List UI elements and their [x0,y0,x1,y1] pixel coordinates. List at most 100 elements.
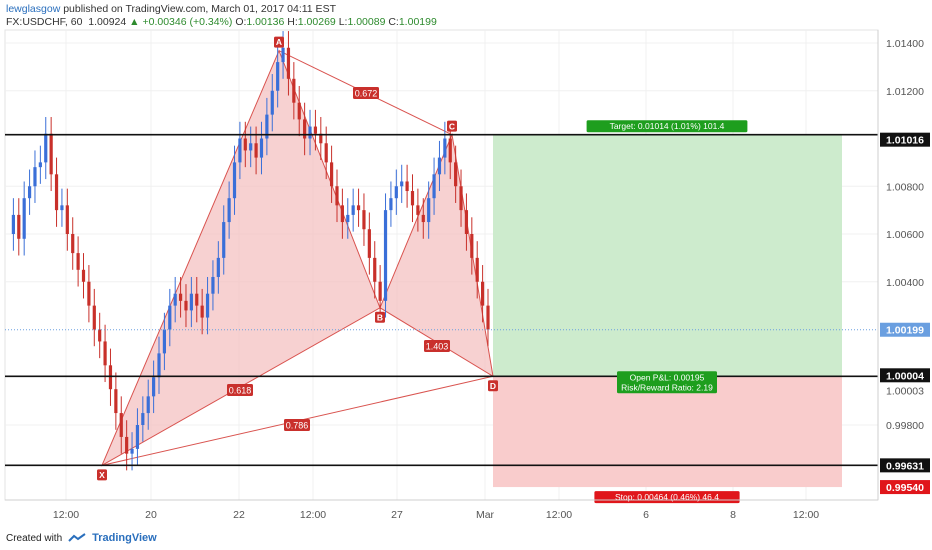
candle-body [195,293,199,306]
candle-body [152,377,156,397]
low-value: 1.00089 [347,16,386,28]
open-pnl-label: Open P&L: 0.00195 [630,372,705,382]
price-tag-box [880,458,930,473]
stop-label: Stop: 0.00464 (0.46%) 46.4 [615,492,719,502]
low-label: L: [338,16,348,28]
ratio-box [424,340,450,352]
candle-body [238,138,242,163]
candles [11,31,490,471]
candle-body [459,186,463,211]
candle-body [17,214,21,239]
tradingview-logo-icon [68,533,86,542]
candle-body [405,181,409,192]
candle-body [173,293,177,306]
close-value: 1.00199 [398,16,437,28]
ratio-label: 0.786 [286,421,309,431]
author-link[interactable]: lewglasgow [6,3,61,15]
candle-body [87,281,91,306]
candle-body [346,214,350,223]
price-tag-box [880,480,930,495]
ratio-box [227,384,253,396]
candle-body [60,205,64,211]
pattern-point-b: B [377,312,383,322]
position-zones [493,134,842,488]
candle-body [432,174,436,199]
candle-body [303,119,307,139]
candle-body [200,305,204,318]
ratio-label: 1.403 [426,342,449,352]
price-tag: 0.99631 [886,460,924,472]
price-tag: 0.99540 [886,482,924,494]
candle-body [108,365,113,390]
candle-body [130,448,134,454]
candle-body [38,162,42,168]
candle-body [33,167,37,187]
open-value: 1.00136 [246,16,285,28]
candle-body [421,214,425,223]
candle-body [410,191,415,206]
created-with-text: Created with [6,532,63,544]
pattern-point-box [447,120,457,132]
candle-body [222,222,226,258]
pattern-point-c: C [449,121,455,131]
price-tag: 1.01016 [886,135,924,147]
candle-body [76,253,80,270]
y-tick-label: 0.99800 [886,420,924,432]
risk-reward-label: Risk/Reward Ratio: 2.19 [621,382,713,392]
price-tag-box [880,132,930,147]
ratio-box [353,87,379,99]
candle-body [114,389,118,414]
candle-body [470,234,474,258]
candle-body [211,276,215,294]
candle-body [378,281,382,301]
candle-body [389,198,393,211]
x-tick-label: 20 [145,509,157,521]
candle-body [394,186,398,199]
candle-body [71,234,75,254]
candle-body [146,396,150,414]
footer: Created with TradingView [6,532,157,544]
candle-body [216,257,220,277]
horizontal-lines [5,133,878,467]
y-tick-label: 1.00003 [886,386,924,398]
x-tick-label: Mar [476,509,495,521]
candle-body [448,138,452,163]
candle-body [178,293,183,301]
candle-body [329,162,334,187]
last-price: 1.00924 [88,16,127,28]
candle-body [367,229,371,258]
candle-body [362,210,366,230]
candle-body [464,210,469,234]
close-label: C: [388,16,399,28]
ratio-box [284,419,310,431]
candle-body [119,413,123,437]
candle-body [324,143,328,163]
tradingview-brand[interactable]: TradingView [92,532,157,544]
x-tick-label: 8 [730,509,736,521]
candle-body [81,269,86,282]
candle-body [454,162,458,187]
candle-body [319,133,323,144]
candle-body [162,329,167,354]
candle-body [98,329,102,342]
symbol-info: FX:USDCHF, 60 1.00924 ▲ +0.00346 (+0.34%… [6,16,437,28]
target-label: Target: 0.01014 (1.01%) 101.4 [610,121,725,131]
candle-body [259,138,264,158]
candle-body [54,174,59,211]
xab-triangle [100,49,381,467]
candle-body [481,281,485,306]
candle-body [373,257,377,282]
y-tick-label: 1.00600 [886,229,924,241]
candle-body [141,413,145,425]
candle-body [340,205,344,223]
candle-body [400,181,404,187]
candle-body [103,341,107,366]
candle-body [125,436,129,454]
x-tick-label: 12:00 [793,509,819,521]
y-tick-label: 1.01400 [886,38,924,50]
candle-body [486,305,490,330]
pattern-point-x: X [99,470,105,480]
symbol-name: FX:USDCHF, 60 [6,16,83,28]
candle-body [416,205,420,215]
